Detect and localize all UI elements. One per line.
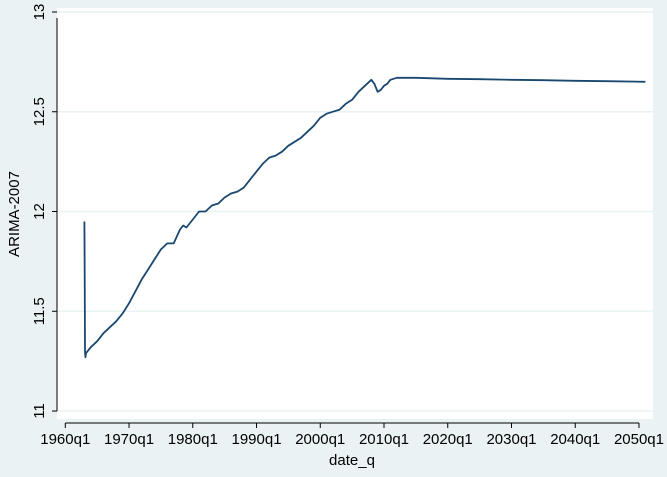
y-tick-group: 11 11.5 12 12.5 13 — [31, 4, 57, 419]
axes — [56, 18, 639, 424]
x-tick-label: 2030q1 — [486, 431, 536, 448]
x-tick-label: 1990q1 — [231, 431, 281, 448]
y-tick-label: 13 — [31, 4, 48, 21]
x-tick-label: 2050q1 — [614, 431, 664, 448]
x-tick-label: 2000q1 — [295, 431, 345, 448]
series-line — [83, 76, 646, 359]
x-tick-label: 1980q1 — [168, 431, 218, 448]
series-group — [83, 76, 646, 359]
x-tick-label: 2020q1 — [423, 431, 473, 448]
x-axis-title: date_q — [329, 452, 375, 469]
x-tick-label: 1960q1 — [40, 431, 90, 448]
gridlines — [57, 11, 653, 412]
y-tick-label: 12 — [31, 203, 48, 220]
plot-area — [57, 8, 653, 419]
y-tick-label: 11.5 — [31, 297, 48, 325]
x-tick-group: 1960q1 1970q1 1980q1 1990q1 2000q1 2010q1 2020… — [40, 423, 664, 448]
x-tick-label: 1970q1 — [104, 431, 154, 448]
x-tick-label: 2040q1 — [550, 431, 600, 448]
y-axis-title: ARIMA-2007 — [6, 171, 23, 257]
x-tick-label: 2010q1 — [359, 431, 409, 448]
y-tick-label: 12.5 — [31, 97, 48, 126]
y-tick-label: 11 — [31, 403, 48, 419]
